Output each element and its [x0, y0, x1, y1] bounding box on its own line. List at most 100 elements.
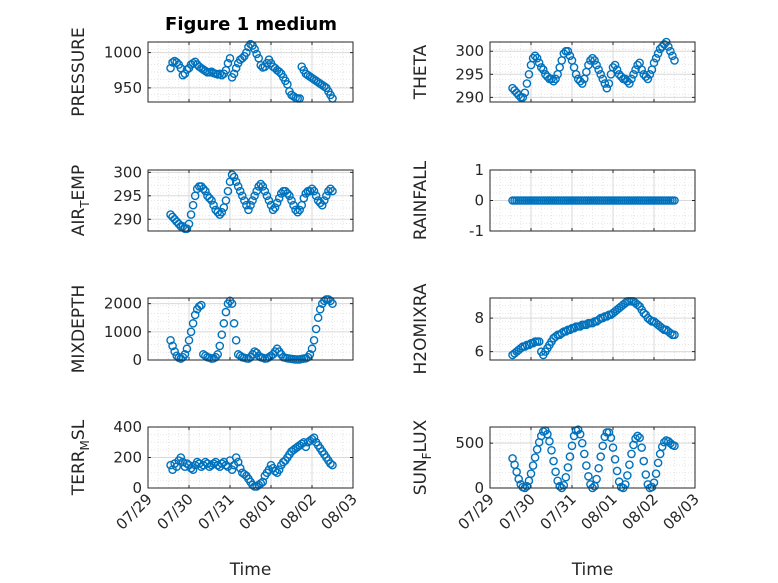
y-axis-label: THETA: [411, 44, 431, 100]
y-axis-label: TERRMSL: [69, 419, 92, 496]
data-point: [186, 210, 196, 219]
y-tick-label: 1: [474, 161, 484, 179]
data-point: [518, 93, 528, 102]
y-axis-label: RAINFALL: [411, 160, 431, 240]
data-point: [651, 53, 661, 63]
data-point: [539, 65, 548, 74]
data-point: [231, 177, 241, 187]
data-point: [631, 65, 640, 74]
data-point: [543, 72, 552, 81]
x-tick-label: 08/02: [619, 490, 662, 533]
data-point: [627, 449, 636, 459]
data-point: [196, 300, 206, 310]
data-point: [528, 53, 538, 63]
data-point: [217, 330, 227, 339]
data-point: [317, 200, 327, 210]
data-point: [670, 441, 679, 451]
data-point: [666, 328, 675, 338]
data-point: [311, 191, 321, 201]
data-point: [639, 456, 649, 466]
data-point: [285, 191, 294, 201]
data-point: [670, 56, 679, 65]
data-point: [178, 70, 188, 80]
data-point: [555, 481, 565, 491]
data-point: [534, 337, 544, 346]
y-tick-label: 950: [113, 79, 142, 97]
data-point: [627, 74, 636, 84]
y-tick-label: -1: [469, 222, 484, 240]
data-point: [201, 66, 210, 76]
data-point: [668, 51, 677, 61]
data-point: [256, 179, 266, 189]
data-point: [209, 200, 218, 210]
data-point: [248, 196, 257, 205]
data-point: [577, 438, 587, 448]
data-point: [248, 480, 257, 490]
axes-box: [489, 426, 696, 489]
data-point: [319, 196, 329, 205]
data-point: [235, 186, 245, 196]
data-point: [268, 205, 278, 215]
data-point: [199, 184, 208, 194]
data-point: [188, 58, 198, 68]
data-point: [594, 65, 603, 74]
data-point: [168, 341, 177, 351]
data-point: [319, 82, 329, 91]
x-tick-label: 08/03: [318, 490, 361, 533]
data-point: [520, 88, 530, 98]
data-point: [545, 437, 554, 446]
data-point: [223, 58, 233, 68]
data-point: [170, 347, 179, 356]
y-axis-label: MIXDEPTH: [69, 285, 89, 374]
data-point: [547, 74, 556, 84]
data-point: [231, 335, 241, 345]
data-point: [328, 460, 337, 470]
y-tick-label: 500: [455, 434, 484, 452]
data-point: [227, 299, 237, 308]
subplot-pressure: 950 1000: [104, 39, 354, 103]
axes-box: [489, 41, 696, 103]
data-point: [651, 469, 661, 478]
x-tick-label: 07/30: [496, 490, 539, 533]
data-point: [295, 205, 305, 215]
data-point: [530, 453, 540, 462]
data-point: [305, 186, 315, 196]
data-point: [260, 186, 270, 196]
data-point: [573, 425, 583, 434]
data-point: [600, 79, 610, 88]
data-point: [182, 344, 192, 354]
data-point: [287, 196, 296, 205]
data-point: [301, 442, 311, 452]
data-point: [231, 63, 241, 73]
x-axis-label: Time: [571, 560, 614, 580]
data-point: [596, 452, 606, 461]
data-point: [559, 481, 569, 490]
data-point: [633, 300, 642, 310]
y-tick-label: 1000: [104, 323, 142, 341]
axes-box: [147, 41, 354, 103]
data-point: [233, 182, 243, 191]
data-point: [551, 74, 560, 84]
data-point: [229, 172, 239, 182]
data-point: [563, 46, 573, 56]
data-point: [309, 186, 319, 196]
y-tick-label: 300: [113, 163, 142, 181]
x-tick-label: 07/31: [537, 490, 580, 533]
data-point: [186, 327, 196, 337]
data-point: [647, 482, 657, 492]
data-point: [213, 350, 222, 359]
data-point: [561, 472, 571, 482]
data-point: [217, 70, 227, 80]
data-point: [571, 70, 581, 79]
data-point: [231, 453, 241, 462]
data-point: [649, 58, 659, 68]
data-point: [272, 198, 282, 208]
data-point: [235, 463, 245, 473]
data-point: [577, 79, 587, 88]
data-point: [565, 452, 575, 461]
data-point: [188, 200, 198, 210]
data-point: [633, 431, 642, 441]
data-point: [299, 193, 309, 203]
data-point: [240, 196, 249, 205]
data-point: [250, 44, 259, 54]
